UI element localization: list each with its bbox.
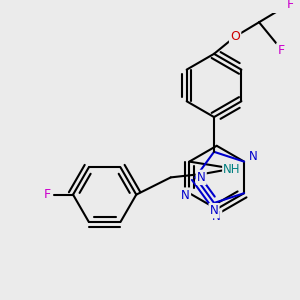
Text: N: N: [181, 189, 190, 202]
Text: F: F: [287, 0, 294, 11]
Text: N: N: [210, 204, 218, 217]
Text: F: F: [44, 188, 51, 201]
Text: N: N: [212, 210, 221, 223]
Text: O: O: [230, 30, 240, 43]
Text: N: N: [197, 171, 206, 184]
Text: NH: NH: [223, 163, 241, 176]
Text: N: N: [249, 150, 258, 163]
Text: F: F: [278, 44, 285, 56]
